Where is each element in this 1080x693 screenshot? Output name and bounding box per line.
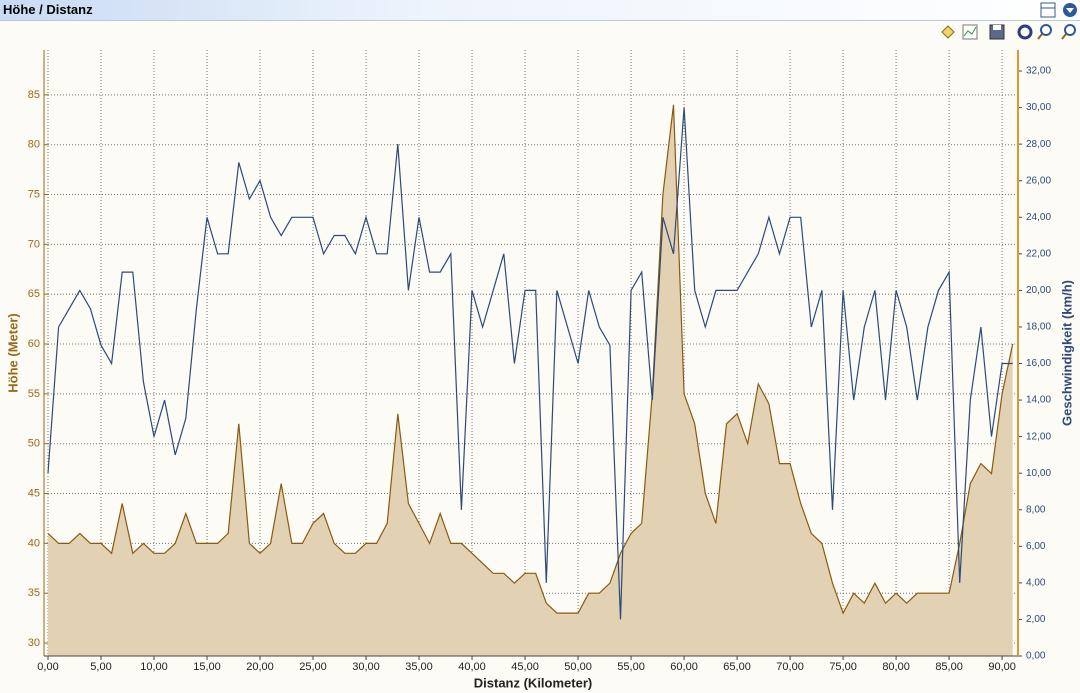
zoom-in-tool[interactable] [1064,24,1076,36]
y2-tick-label: 20,00 [1026,285,1051,296]
zoom-out-tool[interactable] [1040,24,1052,36]
x-axis-label: Distanz (Kilometer) [474,675,592,690]
y2-tick-label: 16,00 [1026,358,1051,369]
y-tick-label: 80 [28,139,40,151]
y2-axis-label: Geschwindigkeit (km/h) [1059,280,1074,426]
x-tick-label: 5,00 [90,661,111,673]
elevation-area [48,104,1013,657]
y-tick-label: 30 [28,637,40,649]
marker-tool[interactable] [941,25,955,39]
y2-tick-label: 32,00 [1026,66,1051,77]
fit-tool[interactable] [1017,24,1033,40]
y2-tick-label: 4,00 [1026,578,1046,589]
x-tick-label: 25,00 [299,661,327,673]
y-tick-label: 40 [28,537,40,549]
y-tick-label: 35 [28,587,40,599]
x-tick-label: 65,00 [723,661,751,673]
y-tick-label: 60 [28,338,40,350]
y2-tick-label: 24,00 [1026,212,1051,223]
y-tick-label: 85 [28,89,40,101]
layout-button[interactable] [1040,2,1056,18]
y-axis-label: Höhe (Meter) [5,313,20,392]
speed-line [47,107,1013,620]
elevation-line [47,104,1014,615]
y2-tick-label: 12,00 [1026,431,1051,442]
x-tick-label: 15,00 [193,661,221,673]
y2-tick-label: 22,00 [1026,248,1051,259]
y2-tick-label: 26,00 [1026,175,1051,186]
x-tick-label: 55,00 [617,661,645,673]
y2-tick-label: 14,00 [1026,395,1051,406]
x-tick-label: 45,00 [511,661,539,673]
y2-tick-label: 2,00 [1026,614,1046,625]
x-tick-label: 60,00 [670,661,698,673]
x-tick-label: 70,00 [776,661,804,673]
y-tick-label: 70 [28,238,40,250]
window-title: Höhe / Distanz [3,2,93,17]
y2-tick-label: 18,00 [1026,322,1051,333]
x-tick-label: 90,00 [988,661,1016,673]
x-tick-label: 75,00 [829,661,857,673]
x-tick-label: 30,00 [352,661,380,673]
toolbar [941,24,1076,40]
y2-tick-label: 6,00 [1026,541,1046,552]
y-tick-label: 75 [28,188,40,200]
y2-tick-label: 0,00 [1026,651,1046,662]
x-tick-label: 0,00 [37,661,58,673]
x-tick-label: 50,00 [564,661,592,673]
y-tick-label: 65 [28,288,40,300]
x-tick-label: 20,00 [246,661,274,673]
y-tick-label: 50 [28,438,40,450]
y2-tick-label: 28,00 [1026,139,1051,150]
x-tick-label: 35,00 [405,661,433,673]
x-tick-label: 40,00 [458,661,486,673]
x-tick-label: 85,00 [935,661,963,673]
y2-tick-label: 10,00 [1026,468,1051,479]
y2-tick-label: 8,00 [1026,504,1046,515]
x-tick-label: 10,00 [140,661,168,673]
y2-tick-label: 30,00 [1026,102,1051,113]
y-tick-label: 55 [28,388,40,400]
window-buttons [1040,2,1077,18]
y-tick-label: 45 [28,487,40,499]
x-tick-label: 80,00 [882,661,910,673]
title-bar: Höhe / Distanz [0,0,1080,21]
